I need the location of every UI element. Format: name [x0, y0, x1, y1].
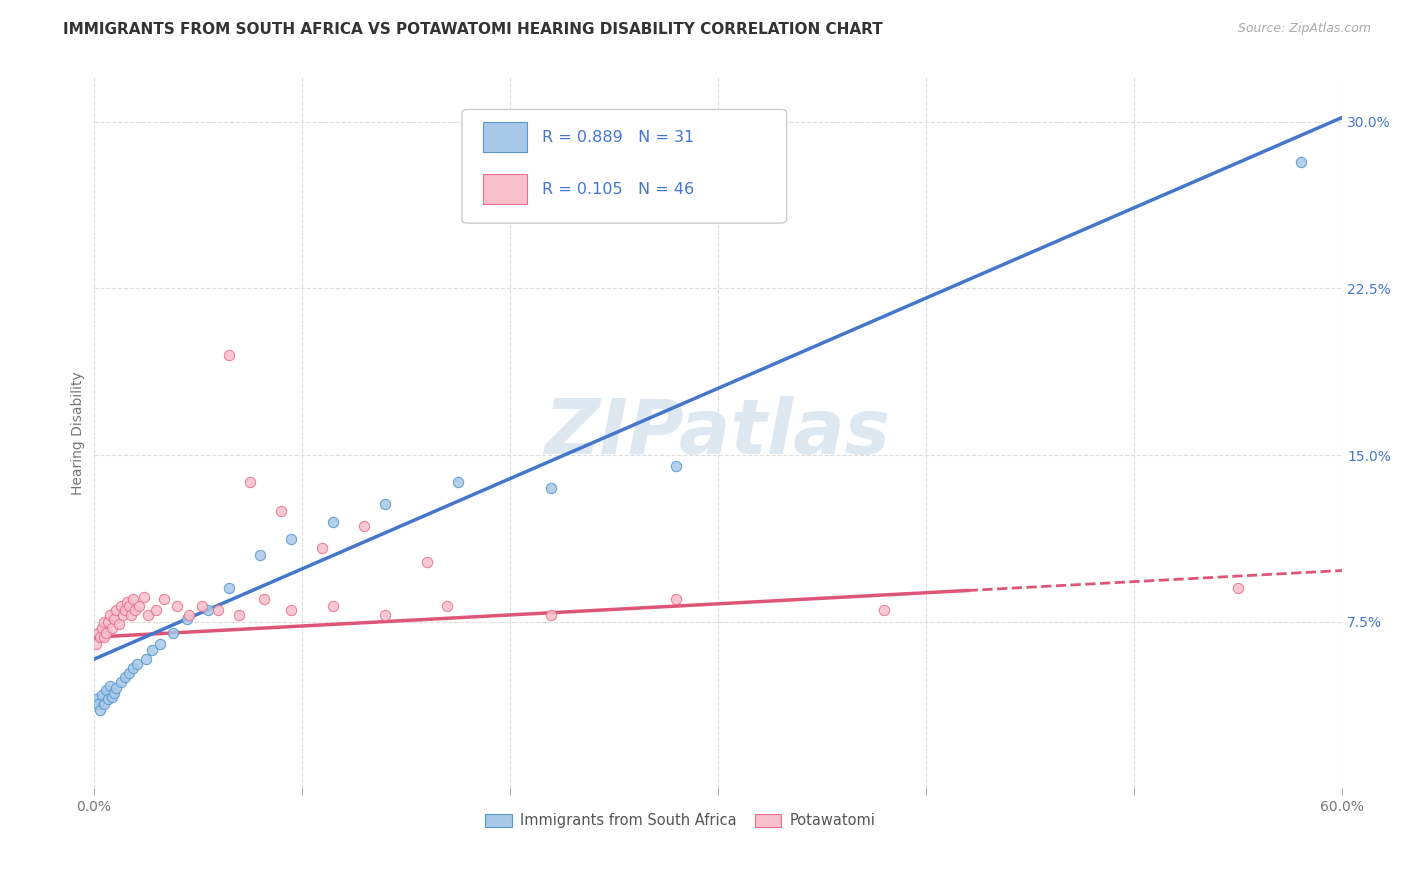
Point: [124, 603, 146, 617]
Point: [110, 599, 132, 613]
Point: [197, 603, 219, 617]
Point: [436, 599, 458, 613]
Point: [311, 541, 333, 556]
Point: [107, 616, 129, 631]
Point: [115, 594, 138, 608]
Text: R = 0.889   N = 31: R = 0.889 N = 31: [541, 129, 695, 145]
Point: [84, 692, 107, 706]
Point: [105, 603, 128, 617]
Legend: Immigrants from South Africa, Potawatomi: Immigrants from South Africa, Potawatomi: [479, 807, 882, 834]
Point: [1289, 154, 1312, 169]
Point: [120, 607, 142, 622]
Point: [149, 637, 172, 651]
Point: [101, 621, 124, 635]
FancyBboxPatch shape: [484, 174, 527, 204]
Point: [114, 670, 136, 684]
Point: [122, 661, 145, 675]
Point: [94, 625, 117, 640]
FancyBboxPatch shape: [463, 110, 786, 223]
Point: [132, 590, 155, 604]
Text: IMMIGRANTS FROM SOUTH AFRICA VS POTAWATOMI HEARING DISABILITY CORRELATION CHART: IMMIGRANTS FROM SOUTH AFRICA VS POTAWATO…: [63, 22, 883, 37]
Point: [127, 657, 149, 671]
Point: [540, 607, 562, 622]
Text: ZIPatlas: ZIPatlas: [546, 396, 891, 470]
Point: [322, 515, 344, 529]
Point: [114, 603, 136, 617]
Point: [176, 612, 198, 626]
Point: [87, 625, 110, 640]
Point: [179, 607, 201, 622]
Point: [97, 692, 120, 706]
Point: [118, 599, 141, 613]
Point: [89, 703, 111, 717]
Point: [228, 607, 250, 622]
Text: Source: ZipAtlas.com: Source: ZipAtlas.com: [1237, 22, 1371, 36]
Point: [105, 681, 128, 696]
Point: [103, 612, 125, 626]
Point: [280, 603, 302, 617]
Point: [374, 497, 396, 511]
Point: [111, 607, 134, 622]
Point: [447, 475, 470, 489]
Point: [93, 697, 115, 711]
Point: [145, 603, 167, 617]
Point: [249, 548, 271, 562]
Point: [136, 607, 159, 622]
Point: [110, 674, 132, 689]
FancyBboxPatch shape: [484, 122, 527, 152]
Point: [94, 683, 117, 698]
Point: [97, 615, 120, 629]
Point: [93, 615, 115, 629]
Point: [141, 643, 163, 657]
Point: [98, 679, 121, 693]
Point: [253, 592, 276, 607]
Text: R = 0.105   N = 46: R = 0.105 N = 46: [541, 182, 695, 196]
Point: [90, 621, 112, 635]
Point: [87, 697, 110, 711]
Point: [322, 599, 344, 613]
Point: [540, 481, 562, 495]
Point: [162, 625, 184, 640]
Point: [665, 592, 688, 607]
Point: [873, 603, 896, 617]
Point: [270, 503, 292, 517]
Point: [103, 686, 125, 700]
Point: [353, 519, 375, 533]
Point: [101, 690, 124, 705]
Point: [98, 607, 121, 622]
Point: [89, 630, 111, 644]
Point: [166, 599, 188, 613]
Point: [128, 599, 150, 613]
Point: [84, 637, 107, 651]
Point: [191, 599, 214, 613]
Point: [374, 607, 396, 622]
Point: [665, 459, 688, 474]
Point: [415, 555, 437, 569]
Point: [122, 592, 145, 607]
Point: [280, 533, 302, 547]
Point: [135, 652, 157, 666]
Point: [207, 603, 229, 617]
Point: [118, 665, 141, 680]
Point: [90, 688, 112, 702]
Point: [153, 592, 176, 607]
Point: [218, 348, 240, 362]
Point: [218, 582, 240, 596]
Point: [93, 630, 115, 644]
Point: [1227, 582, 1250, 596]
Y-axis label: Hearing Disability: Hearing Disability: [72, 371, 86, 495]
Point: [239, 475, 262, 489]
